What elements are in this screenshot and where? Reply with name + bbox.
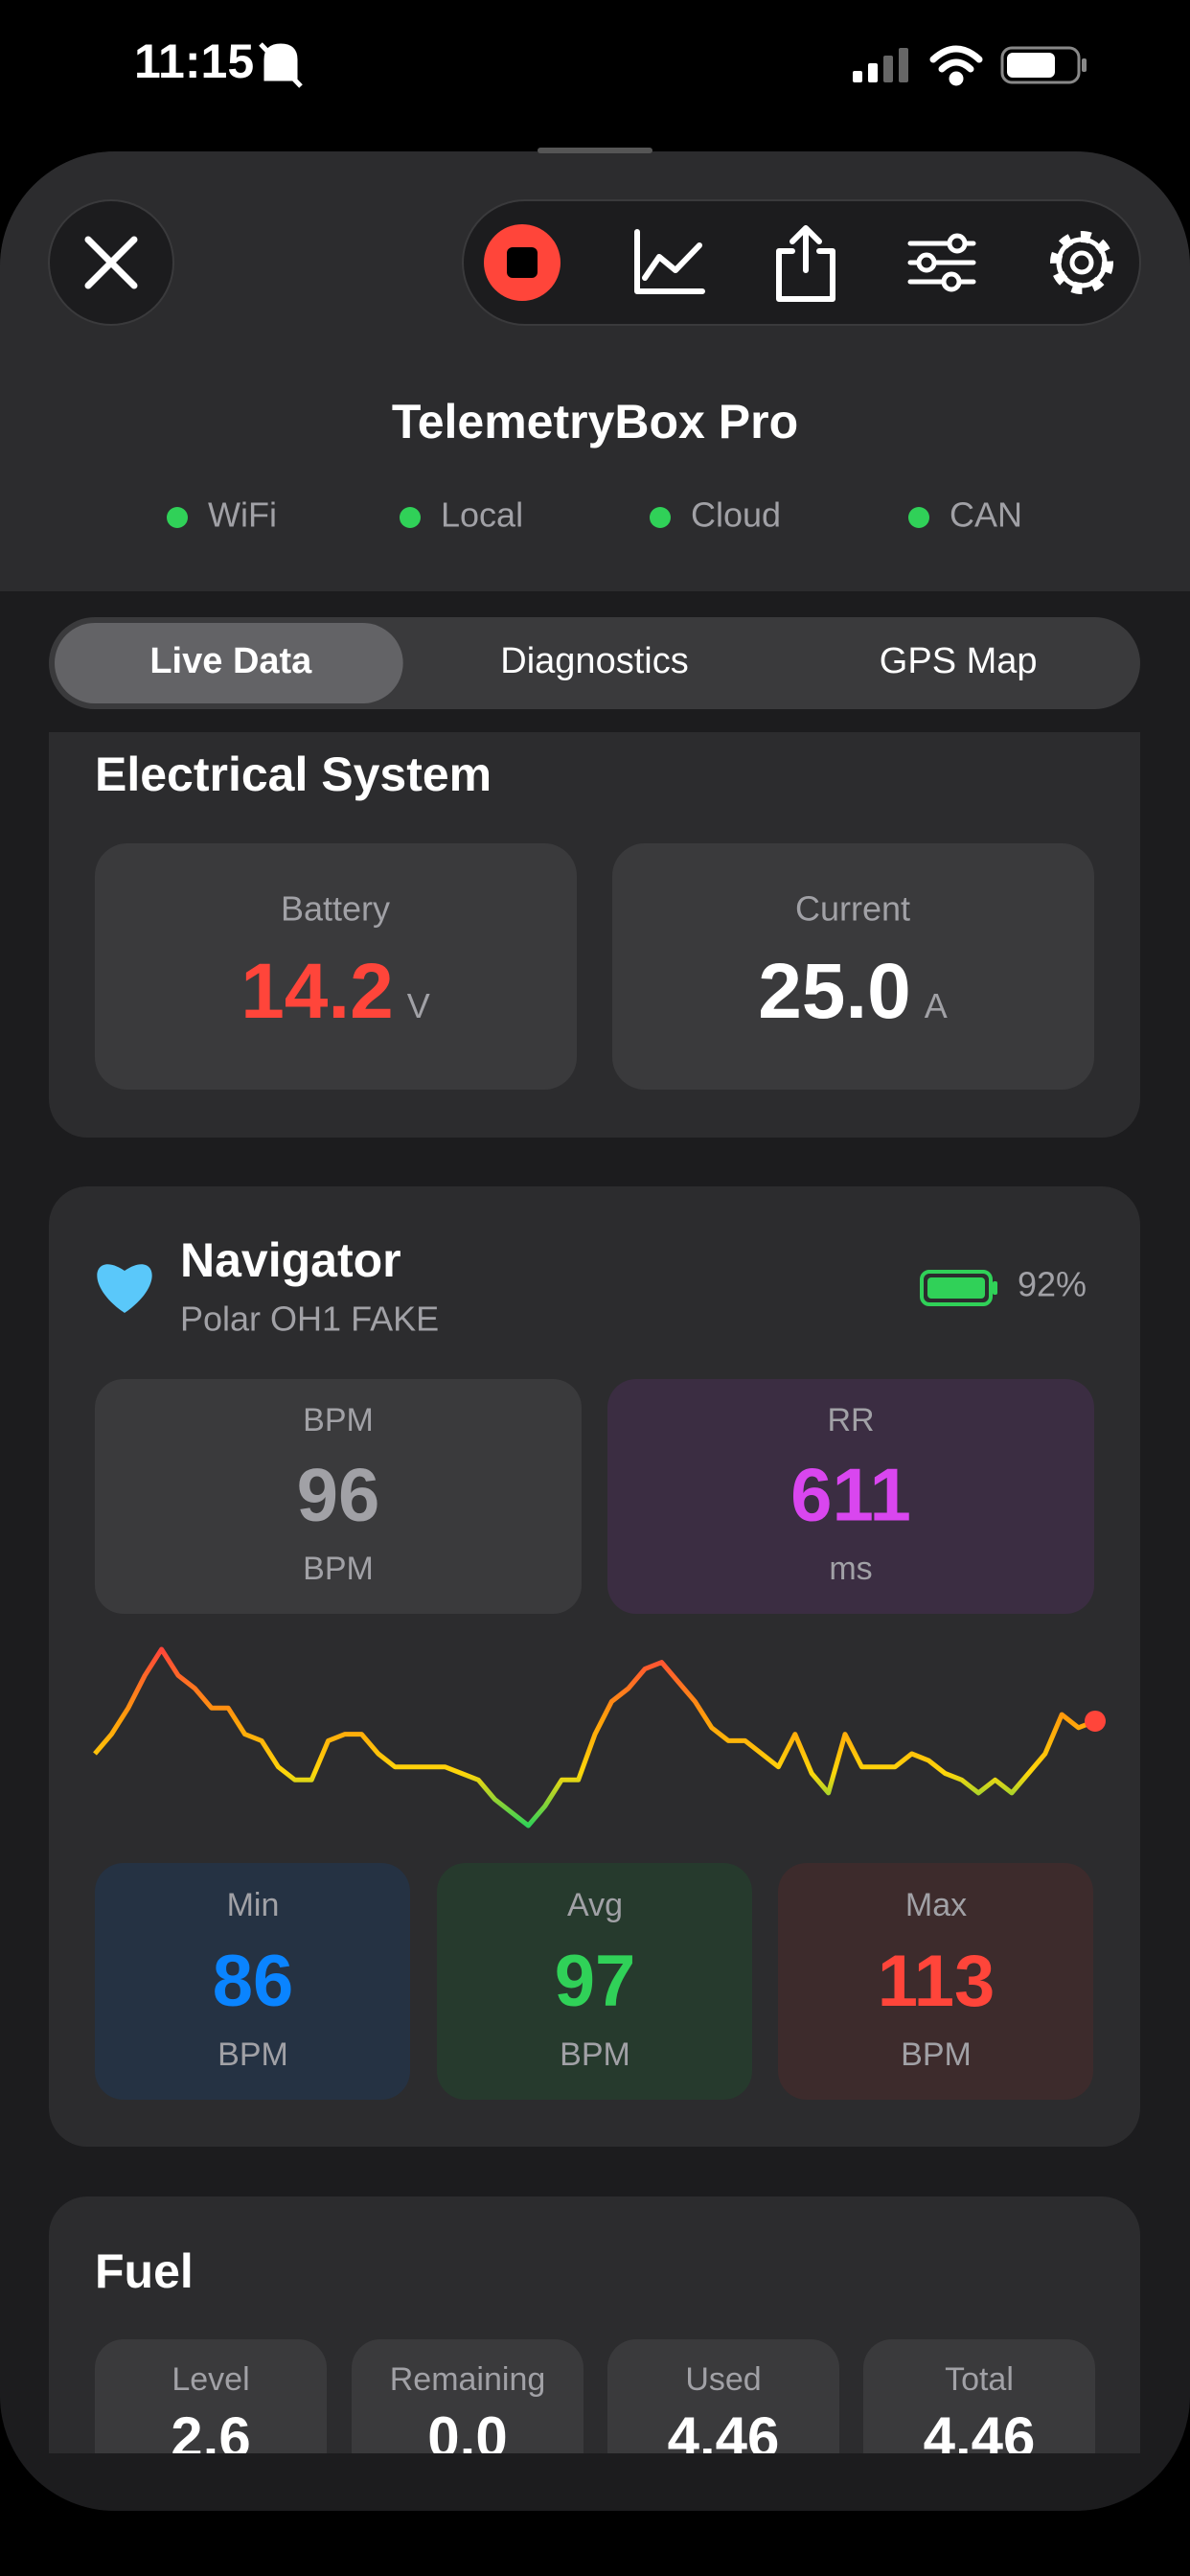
latest-point (1085, 1710, 1106, 1732)
status-dot (650, 507, 671, 528)
time: 11:15 (134, 34, 254, 88)
reading-label: RR (827, 1402, 874, 1438)
fuel-label: Total (945, 2361, 1014, 2398)
reading-unit: BPM (303, 1551, 374, 1587)
fuel-tile (863, 2339, 1095, 2453)
share-button[interactable] (776, 225, 835, 302)
connection-label: CAN (950, 495, 1022, 535)
stat-value: 113 (878, 1941, 995, 2022)
sensor-battery-icon (920, 1270, 997, 1306)
record-button[interactable] (484, 224, 561, 301)
stat-tile (95, 1863, 410, 2100)
device-title: TelemetryBox Pro (392, 395, 798, 448)
metric-value: 14.2 (240, 948, 394, 1035)
metric-unit: V (407, 986, 430, 1025)
reading-value: 96 (297, 1453, 380, 1537)
toolbar (462, 199, 1141, 326)
tab[interactable]: GPS Map (880, 641, 1038, 681)
stat-label: Min (227, 1887, 280, 1923)
section-title: Fuel (95, 2244, 194, 2298)
status-dot (167, 507, 188, 528)
section-title: Electrical System (95, 748, 492, 801)
settings-button[interactable] (1050, 231, 1113, 294)
metric-tile (95, 843, 577, 1090)
fuel-value: 4.46 (668, 2405, 780, 2470)
stat-label: Max (905, 1887, 967, 1923)
close-button[interactable] (48, 199, 174, 326)
fuel-value: 4.46 (924, 2405, 1036, 2470)
metric-unit: A (925, 986, 948, 1025)
metric-label: Current (795, 889, 910, 929)
fuel-value: 0.0 (427, 2405, 507, 2470)
reading-value: 611 (790, 1453, 911, 1537)
metric-value: 25.0 (758, 948, 911, 1035)
fuel-tile (95, 2339, 327, 2453)
sensor-name: Navigator (180, 1233, 401, 1287)
filters-button[interactable] (907, 233, 976, 292)
status-bar: 11:15 (134, 34, 1087, 88)
silent-icon (259, 42, 303, 88)
fuel-tile (607, 2339, 839, 2453)
metric-value-line: 14.2 V (240, 948, 430, 1035)
heart-icon (97, 1264, 152, 1313)
connection-label: Local (441, 495, 523, 535)
fuel-label: Remaining (390, 2361, 546, 2398)
reading-unit: ms (829, 1551, 872, 1587)
reading-label: BPM (303, 1402, 374, 1438)
connection-label: Cloud (691, 495, 781, 535)
metric-value-line: 25.0 A (758, 948, 948, 1035)
chart-button[interactable] (634, 229, 705, 294)
wifi-icon (929, 45, 983, 86)
stat-unit: BPM (217, 2036, 288, 2073)
stat-value: 86 (213, 1941, 294, 2022)
tab[interactable]: Live Data (149, 641, 312, 681)
sensor-battery: 92% (1018, 1265, 1087, 1304)
sensor-device: Polar OH1 FAKE (180, 1300, 439, 1339)
reading-tile (607, 1379, 1094, 1614)
status-dot (400, 507, 421, 528)
metric-label: Battery (281, 889, 390, 929)
stat-tile (437, 1863, 752, 2100)
connection-label: WiFi (208, 495, 277, 535)
tab-selected (55, 623, 403, 703)
fuel-label: Used (685, 2361, 761, 2398)
fuel-tile (352, 2339, 584, 2453)
status-dot (908, 507, 929, 528)
fuel-value: 2.6 (171, 2405, 250, 2470)
stat-unit: BPM (560, 2036, 630, 2073)
content: Electrical System Navigator Polar OH1 FA… (49, 732, 1140, 2470)
battery-icon (1000, 46, 1087, 84)
tab[interactable]: Diagnostics (500, 641, 688, 681)
stat-tile (778, 1863, 1093, 2100)
signal-icon (853, 48, 908, 82)
stat-unit: BPM (901, 2036, 972, 2073)
fuel-label: Level (172, 2361, 249, 2398)
stat-label: Avg (567, 1887, 623, 1923)
grabber (538, 148, 652, 153)
metric-tile (612, 843, 1094, 1090)
heart-rate-line (93, 1646, 1096, 1828)
reading-tile (95, 1379, 582, 1614)
stat-value: 97 (555, 1941, 636, 2022)
